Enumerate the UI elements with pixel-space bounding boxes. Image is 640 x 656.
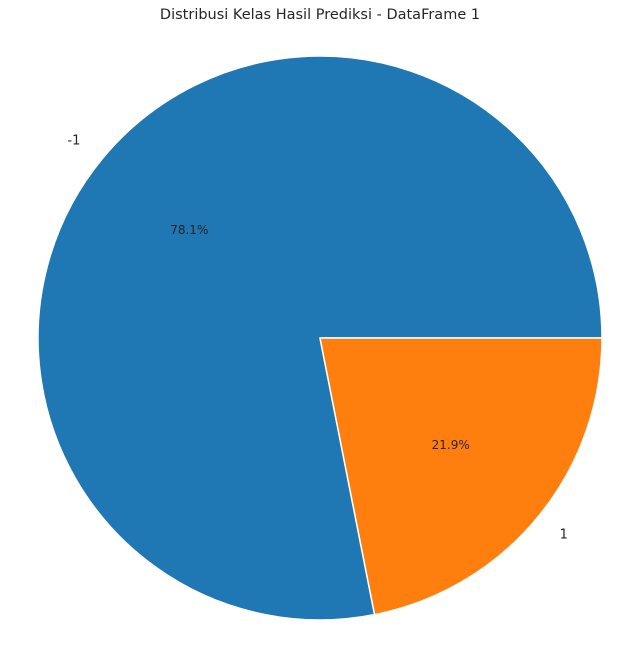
slice-category-label-2: 1 bbox=[560, 527, 568, 542]
pie-labels: -1 78.1% 1 21.9% bbox=[67, 134, 568, 543]
pie-slice-2 bbox=[319, 337, 603, 616]
slice-category-label-1: -1 bbox=[67, 134, 80, 149]
pie-slices bbox=[37, 55, 603, 621]
slice-percent-label-1: 78.1% bbox=[170, 223, 208, 237]
pie-slice-1 bbox=[37, 55, 603, 621]
chart-title: Distribusi Kelas Hasil Prediksi - DataFr… bbox=[159, 7, 481, 23]
slice-percent-label-2: 21.9% bbox=[432, 438, 470, 452]
